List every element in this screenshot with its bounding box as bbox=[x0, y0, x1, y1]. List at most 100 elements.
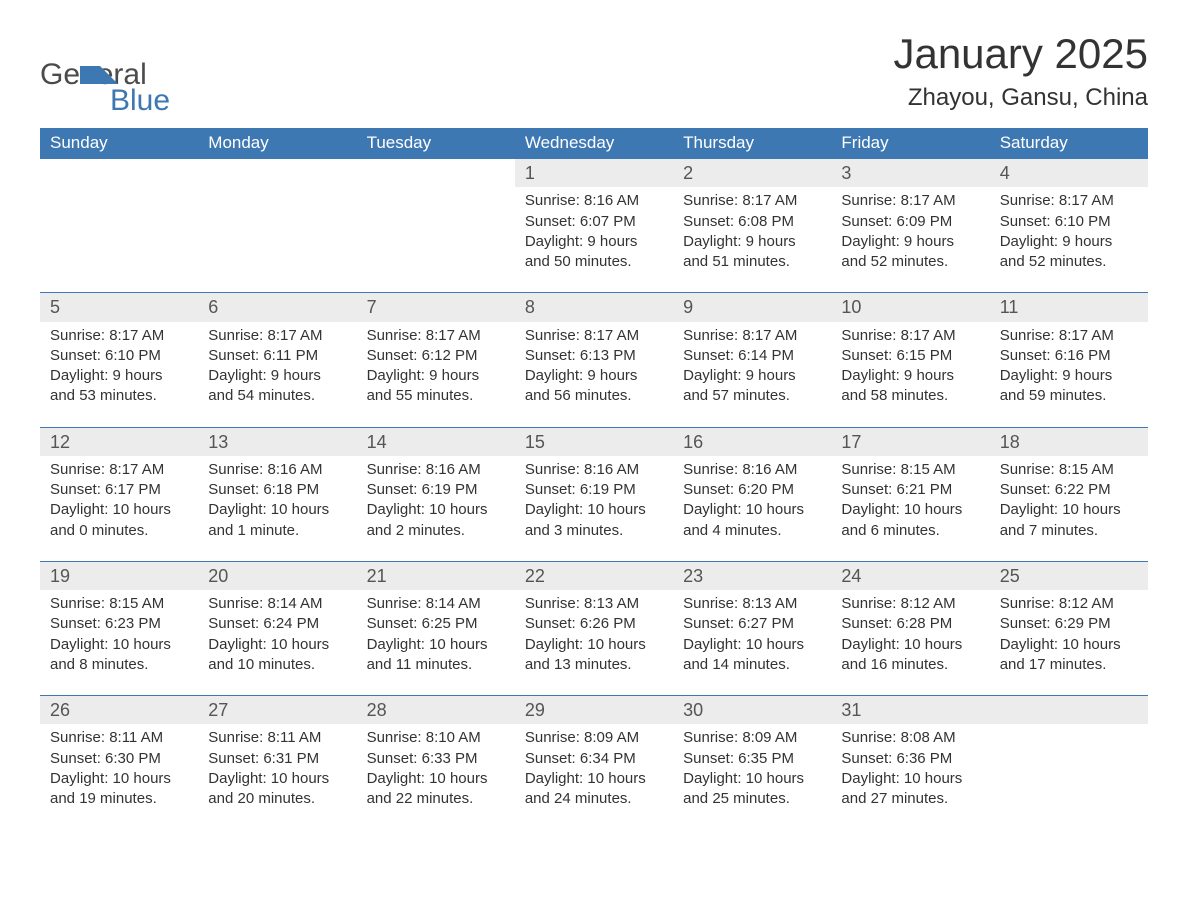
sunset-text: Sunset: 6:07 PM bbox=[525, 212, 663, 232]
daylight-line-2: and 27 minutes. bbox=[841, 789, 979, 809]
day-number: 18 bbox=[1000, 432, 1020, 452]
sunrise-text: Sunrise: 8:09 AM bbox=[683, 728, 821, 748]
sunrise-text: Sunrise: 8:12 AM bbox=[841, 594, 979, 614]
day-number-cell: 2 bbox=[673, 159, 831, 188]
sunset-text: Sunset: 6:21 PM bbox=[841, 480, 979, 500]
day-number: 21 bbox=[367, 566, 387, 586]
sunrise-text: Sunrise: 8:17 AM bbox=[841, 326, 979, 346]
col-tuesday: Tuesday bbox=[357, 128, 515, 159]
sunset-text: Sunset: 6:14 PM bbox=[683, 346, 821, 366]
daylight-line-1: Daylight: 10 hours bbox=[841, 500, 979, 520]
location: Zhayou, Gansu, China bbox=[893, 84, 1148, 112]
day-number-cell bbox=[990, 696, 1148, 725]
sunset-text: Sunset: 6:20 PM bbox=[683, 480, 821, 500]
daylight-line-1: Daylight: 10 hours bbox=[367, 635, 505, 655]
daylight-line-1: Daylight: 10 hours bbox=[208, 500, 346, 520]
sunrise-text: Sunrise: 8:08 AM bbox=[841, 728, 979, 748]
day-data-cell: Sunrise: 8:12 AMSunset: 6:28 PMDaylight:… bbox=[831, 590, 989, 696]
sunset-text: Sunset: 6:27 PM bbox=[683, 614, 821, 634]
daydata-row: Sunrise: 8:17 AMSunset: 6:10 PMDaylight:… bbox=[40, 322, 1148, 428]
daylight-line-2: and 55 minutes. bbox=[367, 386, 505, 406]
day-number: 12 bbox=[50, 432, 70, 452]
day-number: 7 bbox=[367, 297, 377, 317]
daylight-line-1: Daylight: 9 hours bbox=[208, 366, 346, 386]
daylight-line-2: and 53 minutes. bbox=[50, 386, 188, 406]
sunset-text: Sunset: 6:31 PM bbox=[208, 749, 346, 769]
daydata-row: Sunrise: 8:11 AMSunset: 6:30 PMDaylight:… bbox=[40, 724, 1148, 829]
sunrise-text: Sunrise: 8:17 AM bbox=[683, 326, 821, 346]
day-number: 9 bbox=[683, 297, 693, 317]
day-number-cell bbox=[40, 159, 198, 188]
day-data-cell: Sunrise: 8:09 AMSunset: 6:34 PMDaylight:… bbox=[515, 724, 673, 829]
day-number-cell: 30 bbox=[673, 696, 831, 725]
daylight-line-2: and 22 minutes. bbox=[367, 789, 505, 809]
day-number: 15 bbox=[525, 432, 545, 452]
day-data-cell: Sunrise: 8:16 AMSunset: 6:20 PMDaylight:… bbox=[673, 456, 831, 562]
daylight-line-2: and 52 minutes. bbox=[1000, 252, 1138, 272]
day-number: 17 bbox=[841, 432, 861, 452]
weekday-header-row: Sunday Monday Tuesday Wednesday Thursday… bbox=[40, 128, 1148, 159]
day-number: 23 bbox=[683, 566, 703, 586]
sunset-text: Sunset: 6:12 PM bbox=[367, 346, 505, 366]
daylight-line-2: and 57 minutes. bbox=[683, 386, 821, 406]
daylight-line-2: and 52 minutes. bbox=[841, 252, 979, 272]
sunrise-text: Sunrise: 8:17 AM bbox=[1000, 326, 1138, 346]
daylight-line-1: Daylight: 10 hours bbox=[208, 769, 346, 789]
daynum-row: 1234 bbox=[40, 159, 1148, 188]
day-number: 3 bbox=[841, 163, 851, 183]
daylight-line-2: and 58 minutes. bbox=[841, 386, 979, 406]
day-number-cell: 11 bbox=[990, 293, 1148, 322]
sunset-text: Sunset: 6:35 PM bbox=[683, 749, 821, 769]
day-data-cell: Sunrise: 8:17 AMSunset: 6:09 PMDaylight:… bbox=[831, 187, 989, 293]
sunset-text: Sunset: 6:30 PM bbox=[50, 749, 188, 769]
day-number: 28 bbox=[367, 700, 387, 720]
day-number-cell: 20 bbox=[198, 561, 356, 590]
day-data-cell: Sunrise: 8:10 AMSunset: 6:33 PMDaylight:… bbox=[357, 724, 515, 829]
day-data-cell bbox=[990, 724, 1148, 829]
logo: General Blue bbox=[40, 30, 118, 118]
day-number: 30 bbox=[683, 700, 703, 720]
daylight-line-1: Daylight: 10 hours bbox=[841, 635, 979, 655]
day-data-cell: Sunrise: 8:13 AMSunset: 6:26 PMDaylight:… bbox=[515, 590, 673, 696]
day-number: 1 bbox=[525, 163, 535, 183]
day-data-cell: Sunrise: 8:17 AMSunset: 6:13 PMDaylight:… bbox=[515, 322, 673, 428]
daylight-line-1: Daylight: 10 hours bbox=[208, 635, 346, 655]
day-data-cell: Sunrise: 8:17 AMSunset: 6:16 PMDaylight:… bbox=[990, 322, 1148, 428]
day-number: 14 bbox=[367, 432, 387, 452]
daylight-line-2: and 0 minutes. bbox=[50, 521, 188, 541]
daylight-line-2: and 54 minutes. bbox=[208, 386, 346, 406]
day-number: 29 bbox=[525, 700, 545, 720]
sunrise-text: Sunrise: 8:17 AM bbox=[683, 191, 821, 211]
sunset-text: Sunset: 6:16 PM bbox=[1000, 346, 1138, 366]
sunset-text: Sunset: 6:19 PM bbox=[367, 480, 505, 500]
title-block: January 2025 Zhayou, Gansu, China bbox=[893, 30, 1148, 112]
day-data-cell: Sunrise: 8:14 AMSunset: 6:25 PMDaylight:… bbox=[357, 590, 515, 696]
day-number: 31 bbox=[841, 700, 861, 720]
day-data-cell: Sunrise: 8:09 AMSunset: 6:35 PMDaylight:… bbox=[673, 724, 831, 829]
day-number-cell: 22 bbox=[515, 561, 673, 590]
day-data-cell: Sunrise: 8:17 AMSunset: 6:12 PMDaylight:… bbox=[357, 322, 515, 428]
day-number: 27 bbox=[208, 700, 228, 720]
daylight-line-1: Daylight: 10 hours bbox=[525, 769, 663, 789]
col-saturday: Saturday bbox=[990, 128, 1148, 159]
day-number-cell: 8 bbox=[515, 293, 673, 322]
sunrise-text: Sunrise: 8:14 AM bbox=[367, 594, 505, 614]
daynum-row: 567891011 bbox=[40, 293, 1148, 322]
daylight-line-2: and 17 minutes. bbox=[1000, 655, 1138, 675]
daylight-line-1: Daylight: 9 hours bbox=[1000, 366, 1138, 386]
day-number-cell: 16 bbox=[673, 427, 831, 456]
day-data-cell: Sunrise: 8:16 AMSunset: 6:19 PMDaylight:… bbox=[515, 456, 673, 562]
day-number: 10 bbox=[841, 297, 861, 317]
day-data-cell: Sunrise: 8:16 AMSunset: 6:18 PMDaylight:… bbox=[198, 456, 356, 562]
daylight-line-2: and 51 minutes. bbox=[683, 252, 821, 272]
daylight-line-1: Daylight: 9 hours bbox=[683, 232, 821, 252]
sunrise-text: Sunrise: 8:09 AM bbox=[525, 728, 663, 748]
day-number-cell: 21 bbox=[357, 561, 515, 590]
sunset-text: Sunset: 6:18 PM bbox=[208, 480, 346, 500]
sunset-text: Sunset: 6:17 PM bbox=[50, 480, 188, 500]
day-data-cell: Sunrise: 8:15 AMSunset: 6:23 PMDaylight:… bbox=[40, 590, 198, 696]
day-number-cell: 3 bbox=[831, 159, 989, 188]
daylight-line-2: and 56 minutes. bbox=[525, 386, 663, 406]
day-data-cell: Sunrise: 8:17 AMSunset: 6:17 PMDaylight:… bbox=[40, 456, 198, 562]
sunrise-text: Sunrise: 8:13 AM bbox=[525, 594, 663, 614]
